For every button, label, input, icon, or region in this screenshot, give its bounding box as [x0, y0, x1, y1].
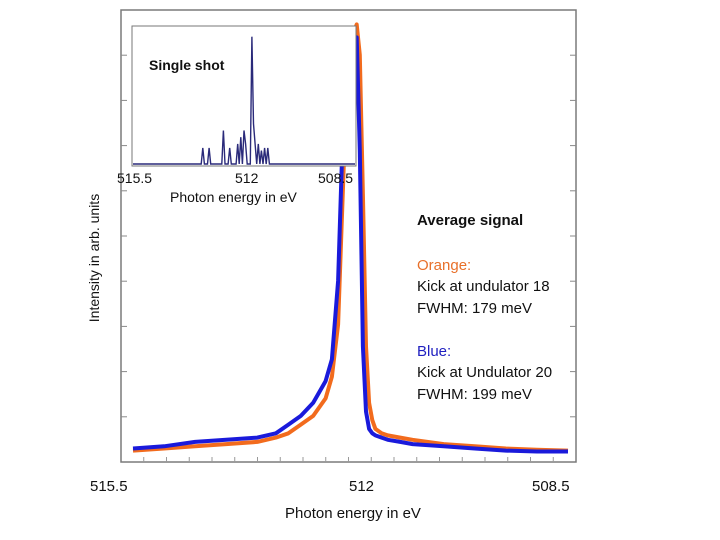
legend-blue-label: Blue:: [417, 343, 452, 360]
main-y-axis-label: Intensity in arb. units: [86, 193, 102, 323]
series-line-orange: [132, 22, 569, 453]
inset-x-tick-label: 508.5: [318, 170, 354, 186]
inset-plot-frame: [131, 25, 357, 167]
main-x-tick-label: 515.5: [90, 478, 128, 495]
main-x-tick-label: 508.5: [532, 478, 570, 495]
legend-heading: Average signal: [417, 212, 524, 229]
legend-orange-label: Orange:: [417, 257, 472, 274]
inset-x-axis-label: Photon energy in eV: [170, 189, 297, 205]
main-x-axis-label: Photon energy in eV: [285, 505, 421, 522]
main-axis-ticks: [121, 54, 576, 462]
inset-title: Single shot: [149, 57, 225, 73]
legend-orange-fwhm: FWHM: 179 meV: [417, 300, 533, 317]
main-x-tick-label: 512: [349, 478, 375, 495]
legend-orange-detail: Kick at undulator 18: [417, 278, 550, 295]
inset-series-line: [133, 36, 355, 165]
legend-blue-detail: Kick at Undulator 20: [417, 364, 553, 381]
inset-x-tick-label: 512: [235, 170, 259, 186]
inset-plot-series: [133, 36, 355, 165]
legend-blue-fwhm: FWHM: 199 meV: [417, 386, 533, 403]
inset-x-tick-label: 515.5: [117, 170, 153, 186]
